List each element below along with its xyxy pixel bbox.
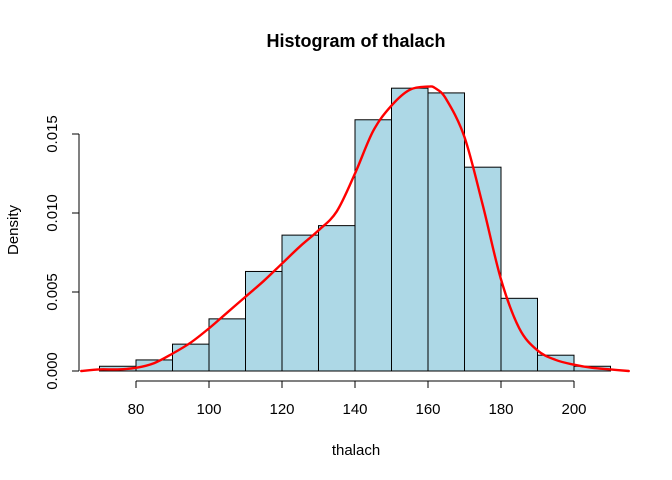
histogram-bar	[427, 92, 465, 372]
y-tick-label: 0.010	[44, 194, 61, 232]
histogram-bar	[208, 318, 246, 372]
x-tick-label: 80	[128, 401, 145, 418]
histogram-bar	[464, 166, 502, 372]
x-tick-label: 100	[196, 401, 221, 418]
x-tick-label: 180	[488, 401, 513, 418]
y-axis-label: Density	[5, 204, 22, 255]
chart-title: Histogram of thalach	[266, 31, 445, 51]
y-tick-label: 0.015	[44, 115, 61, 153]
y-axis: 0.000 0.005 0.010 0.015	[44, 115, 80, 390]
histogram-bar	[135, 359, 173, 372]
histogram-bar	[318, 225, 356, 372]
density-curve	[80, 85, 630, 373]
histogram-bar	[281, 234, 319, 372]
histogram-bar	[245, 270, 283, 372]
x-axis-label: thalach	[332, 442, 380, 459]
histogram-bar	[391, 87, 429, 372]
x-tick-label: 160	[415, 401, 440, 418]
x-tick-label: 200	[561, 401, 586, 418]
histogram-bar	[172, 343, 210, 372]
x-tick-label: 120	[269, 401, 294, 418]
x-axis: 80 100 120 140 160 180 200	[128, 380, 587, 418]
y-tick-label: 0.005	[44, 273, 61, 311]
histogram-bar	[537, 354, 575, 372]
x-tick-label: 140	[342, 401, 367, 418]
y-tick-label: 0.000	[44, 352, 61, 390]
histogram-bars	[99, 87, 611, 372]
histogram-bar	[500, 297, 538, 372]
